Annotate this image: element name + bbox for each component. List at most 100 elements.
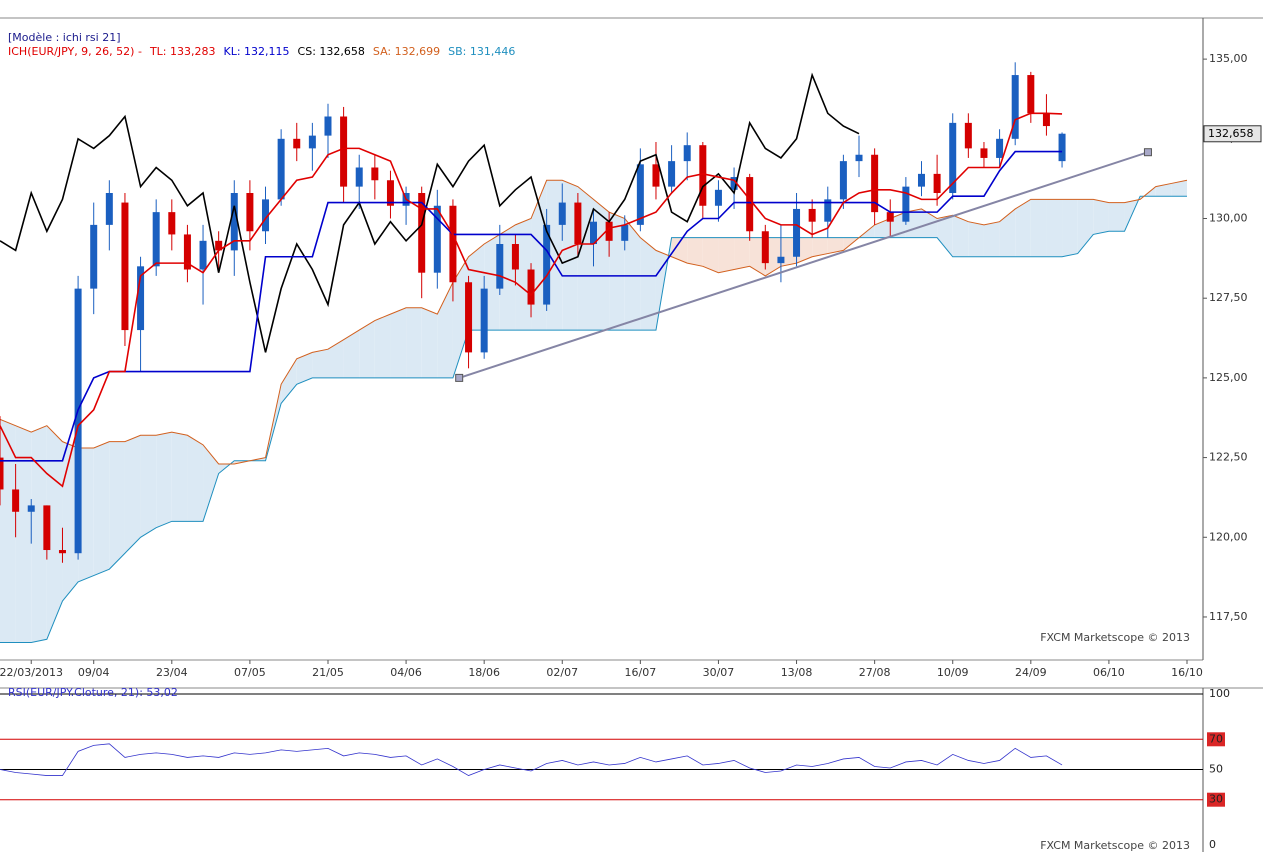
- cloud-fill: [687, 237, 703, 267]
- candle-body: [230, 193, 238, 251]
- cloud-fill: [452, 256, 469, 378]
- x-tick-label: 16/07: [625, 666, 657, 679]
- rsi-tick-label: 50: [1209, 763, 1223, 776]
- candle-body: [964, 122, 972, 149]
- cloud-fill: [327, 339, 344, 378]
- candle-body: [808, 208, 816, 222]
- cloud-fill: [0, 419, 16, 643]
- candle-body: [137, 266, 145, 331]
- cloud-fill: [374, 314, 391, 378]
- legend-entry: KL: 132,115: [223, 45, 290, 58]
- cloud-fill: [952, 215, 969, 257]
- cloud-fill: [46, 425, 63, 640]
- x-tick-label: 06/10: [1093, 666, 1125, 679]
- x-tick-label: 16/10: [1171, 666, 1203, 679]
- cloud-fill: [1155, 183, 1172, 197]
- last-price-box: [1203, 125, 1262, 143]
- cloud-fill: [499, 224, 516, 331]
- legend-entry: SB: 131,446: [448, 45, 516, 58]
- candle-body: [1058, 133, 1066, 162]
- trendline-handle: [1143, 148, 1152, 157]
- model-label: [Modèle : ichi rsi 21]: [8, 31, 121, 44]
- candle-body: [246, 193, 254, 232]
- cloud-fill: [1062, 199, 1078, 257]
- x-tick-label: 04/06: [390, 666, 422, 679]
- candle-body: [511, 244, 519, 270]
- cloud-fill: [171, 432, 188, 522]
- candle-body: [793, 208, 801, 257]
- rsi-level-box: [1207, 732, 1225, 747]
- candle-body: [449, 205, 457, 283]
- cloud-fill: [421, 307, 438, 378]
- y-tick-label: 117,50: [1209, 610, 1248, 623]
- cloud-fill: [937, 215, 953, 257]
- candle-body: [730, 177, 738, 190]
- legend-row: ICH(EUR/JPY, 9, 26, 52) - TL: 133,283 KL: …: [8, 45, 523, 59]
- cloud-fill: [156, 432, 172, 528]
- candle-body: [574, 202, 582, 245]
- indicator-line: [0, 150, 1063, 462]
- cloud-fill: [93, 441, 110, 576]
- candle-body: [699, 145, 707, 206]
- candle-body: [558, 202, 566, 225]
- cloud-fill: [296, 352, 313, 385]
- x-tick-label: 07/05: [234, 666, 266, 679]
- senkou-line: [0, 195, 1187, 643]
- candle-body: [1042, 113, 1050, 127]
- cloud-fill: [827, 237, 844, 254]
- candle-body: [293, 138, 301, 149]
- cloud-fill: [203, 444, 219, 522]
- cloud-fill: [1171, 180, 1187, 197]
- candle-body: [324, 116, 332, 136]
- candle-body: [746, 177, 754, 232]
- cloud-fill: [749, 237, 766, 276]
- candle-body: [215, 240, 223, 251]
- x-tick-label: 22/03/2013: [0, 666, 63, 679]
- cloud-fill: [624, 218, 641, 331]
- candle-body: [902, 186, 910, 222]
- candle-body: [496, 244, 504, 289]
- y-tick-label: 122,50: [1209, 451, 1248, 464]
- candle-body: [824, 199, 832, 222]
- cloud-fill: [109, 441, 125, 570]
- legend-entry: TL: 133,283: [149, 45, 216, 58]
- cloud-fill: [718, 237, 735, 273]
- candle-body: [683, 145, 691, 162]
- candle-body: [43, 505, 51, 551]
- cloud-fill: [124, 435, 141, 554]
- cloud-fill: [734, 237, 750, 270]
- candle-body: [465, 282, 473, 353]
- y-tick-label: 127,50: [1209, 291, 1248, 304]
- legend-entry: SA: 132,699: [372, 45, 441, 58]
- candle-body: [527, 269, 535, 305]
- candle-body: [761, 231, 769, 264]
- cloud-fill: [437, 282, 453, 378]
- cloud-fill: [796, 237, 813, 264]
- cloud-fill: [702, 237, 719, 273]
- rsi-tick-label: 30: [1209, 793, 1223, 806]
- candle-body: [152, 212, 160, 267]
- candle-body: [386, 180, 394, 206]
- candle-body: [933, 173, 941, 194]
- cloud-fill: [609, 212, 625, 331]
- indicator-line: [0, 112, 1063, 488]
- cloud-fill: [999, 208, 1016, 257]
- watermark: FXCM Marketscope © 2013: [1040, 631, 1190, 644]
- candle-body: [418, 193, 426, 273]
- candle-body: [871, 154, 879, 213]
- legend: [Modèle : ichi rsi 21] ICH(EUR/JPY, 9, 2…: [8, 31, 523, 59]
- cloud-fill: [312, 349, 328, 378]
- candle-body: [58, 550, 66, 554]
- cloud-fill: [765, 237, 781, 276]
- candle-body: [980, 148, 988, 158]
- candle-body: [308, 135, 316, 149]
- cloud-fill: [671, 237, 688, 264]
- model-row: [Modèle : ichi rsi 21]: [8, 31, 523, 45]
- rsi-tick-label: 0: [1209, 838, 1216, 851]
- cloud-fill: [640, 237, 656, 331]
- cloud-fill: [468, 244, 485, 331]
- cloud-fill: [1077, 199, 1094, 254]
- y-tick-label: 120,00: [1209, 530, 1248, 543]
- cloud-fill: [140, 435, 157, 538]
- cloud-fill: [62, 441, 79, 602]
